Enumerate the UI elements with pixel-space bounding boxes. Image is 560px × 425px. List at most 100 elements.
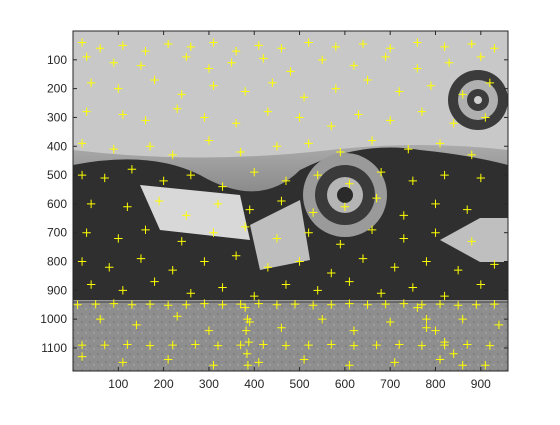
marker-point (123, 202, 132, 211)
marker-point (86, 78, 96, 88)
marker-point (295, 113, 304, 122)
marker-point (254, 299, 263, 308)
marker-point (458, 361, 467, 370)
marker-point (73, 300, 82, 309)
marker-point (476, 173, 486, 183)
marker-point (490, 299, 499, 309)
marker-point (485, 78, 495, 88)
marker-point (236, 299, 245, 309)
marker-point (358, 254, 368, 263)
marker-point (444, 58, 454, 67)
marker-point (440, 291, 449, 301)
marker-point (413, 38, 422, 47)
x-tick-label: 900 (471, 377, 491, 391)
marker-point (150, 277, 159, 286)
marker-point (331, 84, 341, 93)
x-tick-label: 400 (244, 377, 264, 391)
marker-point (345, 361, 354, 370)
marker-point (200, 113, 209, 122)
marker-point (354, 110, 363, 119)
marker-point (209, 228, 218, 237)
marker-point (463, 340, 472, 349)
marker-point (263, 107, 273, 116)
marker-point (240, 222, 250, 232)
marker-point (145, 341, 155, 350)
marker-point (327, 340, 336, 349)
marker-point (177, 90, 186, 99)
marker-point (150, 75, 159, 85)
marker-point (163, 39, 173, 49)
marker-point (213, 341, 223, 350)
marker-point (109, 299, 118, 308)
y-tick-label: 700 (47, 226, 67, 240)
marker-point (449, 119, 458, 128)
marker-point (127, 165, 137, 174)
marker-point (145, 142, 155, 151)
marker-point (77, 340, 87, 350)
scatter-markers (73, 38, 504, 370)
marker-point (186, 170, 196, 180)
marker-point (336, 147, 345, 157)
marker-point (173, 312, 182, 321)
marker-point (435, 299, 445, 309)
marker-point (367, 136, 377, 145)
marker-point (308, 301, 318, 310)
x-tick-label: 700 (380, 377, 400, 391)
marker-point (481, 113, 490, 122)
marker-point (327, 300, 336, 309)
y-tick-label: 400 (47, 139, 67, 153)
marker-point (395, 340, 404, 349)
marker-point (182, 300, 191, 309)
marker-point (182, 52, 191, 62)
marker-point (141, 225, 150, 235)
marker-point (449, 349, 458, 358)
marker-point (77, 352, 87, 361)
x-tick-label: 600 (335, 377, 355, 391)
marker-point (413, 64, 422, 73)
marker-point (236, 147, 245, 157)
marker-point (227, 58, 236, 67)
marker-point (186, 42, 196, 52)
marker-point (209, 361, 218, 370)
marker-point (231, 46, 241, 56)
marker-point (336, 240, 345, 249)
marker-point (86, 199, 96, 209)
y-tick-label: 900 (47, 283, 67, 297)
marker-point (281, 280, 291, 289)
marker-point (245, 205, 254, 214)
marker-point (168, 265, 177, 275)
x-tick-label: 800 (425, 377, 445, 391)
marker-point (458, 314, 467, 324)
marker-point (109, 58, 118, 67)
marker-point (244, 337, 254, 347)
marker-point (399, 234, 408, 243)
marker-point (372, 193, 381, 203)
marker-point (231, 251, 241, 260)
marker-point (417, 107, 427, 116)
marker-point (77, 139, 87, 148)
marker-point (490, 260, 499, 269)
marker-point (318, 55, 327, 65)
marker-point (82, 107, 91, 116)
marker-point (132, 320, 141, 330)
marker-point (313, 286, 322, 295)
marker-point (485, 341, 495, 350)
marker-point (299, 355, 309, 364)
marker-point (243, 361, 253, 370)
marker-point (77, 38, 87, 47)
marker-point (363, 75, 372, 85)
y-tick-label: 1000 (40, 312, 67, 326)
marker-point (372, 340, 381, 350)
x-axis-ticks: 100 200 300 400 500 600 700 800 900 (108, 31, 491, 391)
x-tick-label: 300 (199, 377, 219, 391)
marker-point (268, 78, 277, 88)
marker-point (467, 150, 476, 160)
marker-point (236, 340, 245, 350)
marker-point (304, 139, 313, 148)
marker-point (299, 93, 309, 102)
marker-point (163, 355, 173, 364)
marker-point (435, 355, 445, 364)
marker-point (200, 299, 209, 308)
marker-point (376, 289, 386, 298)
marker-point (250, 291, 259, 301)
